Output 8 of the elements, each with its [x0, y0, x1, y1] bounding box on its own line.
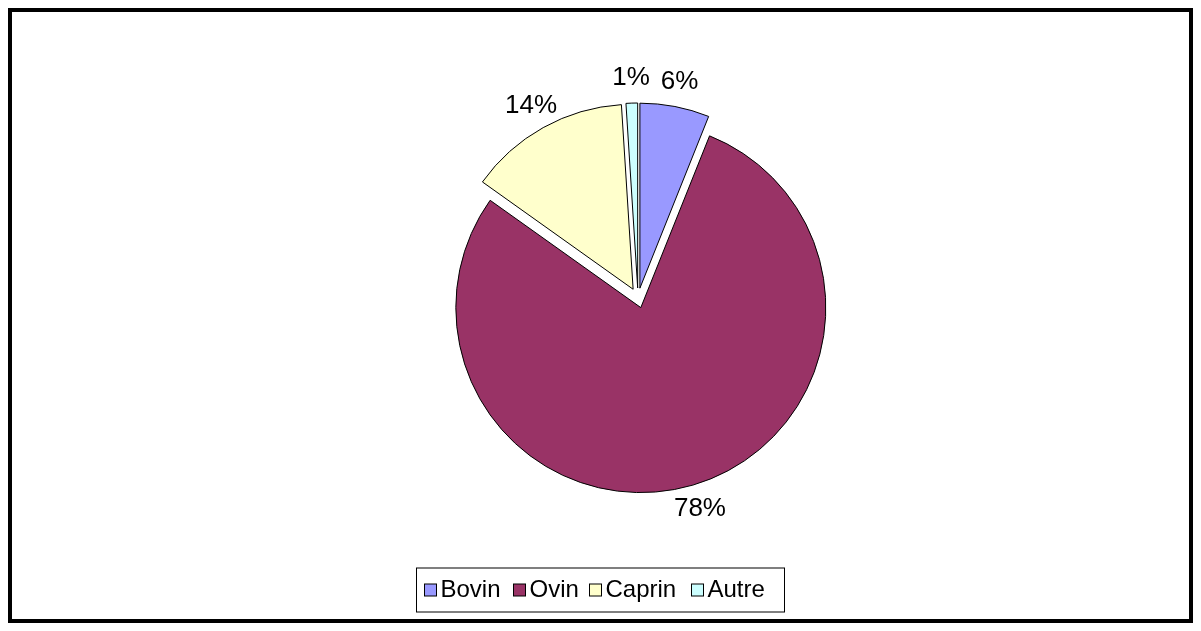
data-label: 1% [612, 60, 650, 91]
data-label: 6% [660, 64, 699, 95]
data-label: 78% [673, 491, 726, 522]
data-label: 14% [505, 88, 558, 119]
legend-label: Caprin [605, 575, 677, 603]
legend-label: Autre [707, 575, 765, 603]
legend-label: Ovin [529, 575, 579, 603]
legend-label: Bovin [440, 575, 501, 603]
